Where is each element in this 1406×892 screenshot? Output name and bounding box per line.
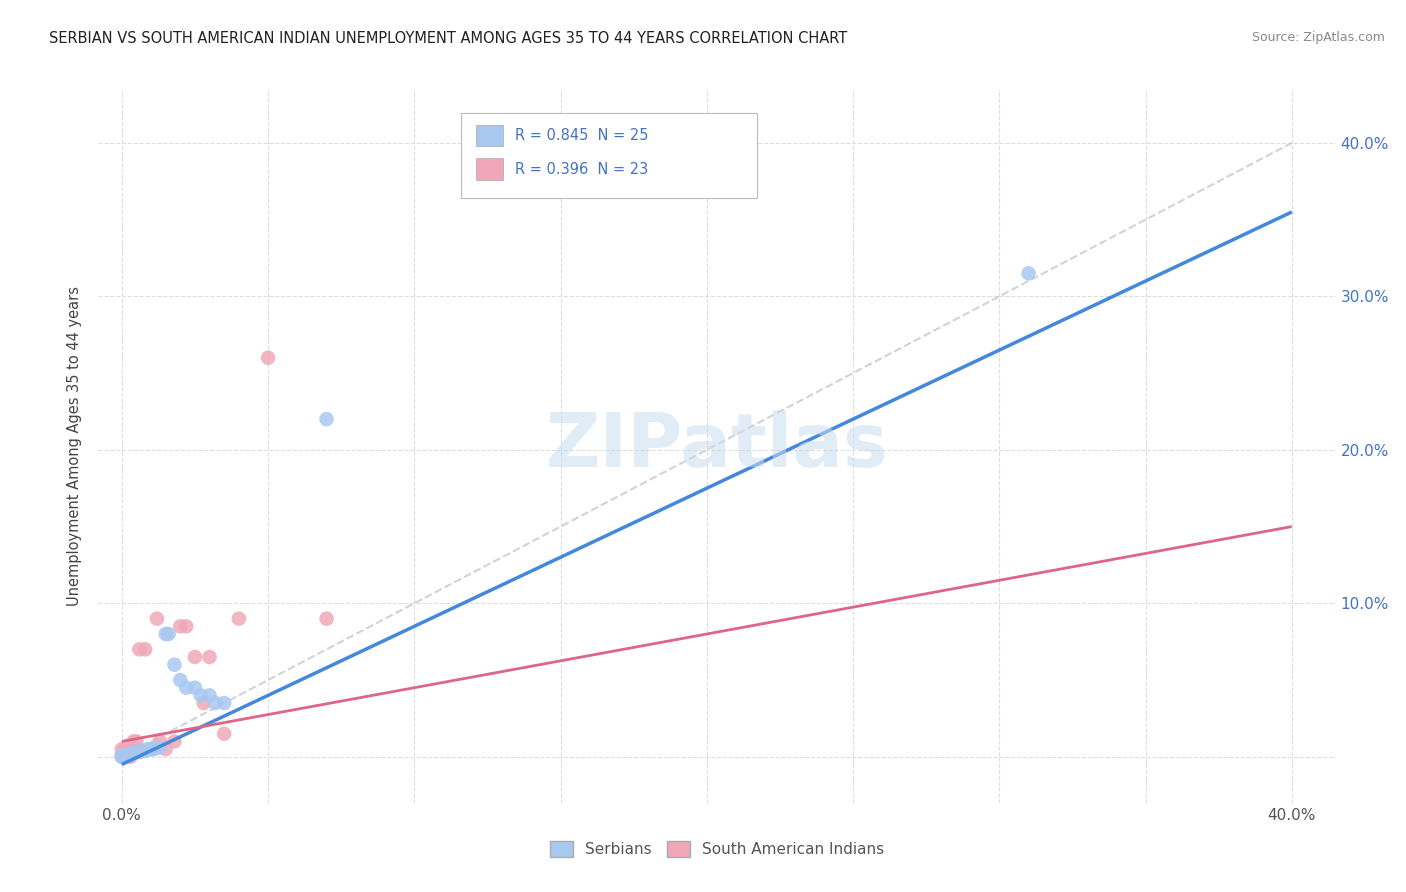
Point [131, 744, 153, 758]
Point [136, 742, 159, 756]
Point [174, 619, 197, 633]
Point [257, 351, 280, 365]
Point [169, 619, 191, 633]
Point [163, 657, 186, 672]
Point [111, 748, 134, 763]
Point [117, 745, 139, 759]
Point [184, 650, 207, 665]
Point [111, 742, 134, 756]
FancyBboxPatch shape [475, 159, 503, 180]
Point [134, 642, 156, 657]
Point [139, 742, 162, 756]
Point [198, 689, 221, 703]
Point [1018, 266, 1040, 280]
Point [184, 681, 207, 695]
Point [125, 745, 148, 759]
Point [117, 748, 139, 763]
Point [122, 747, 145, 761]
Point [198, 650, 221, 665]
Point [193, 696, 215, 710]
Legend: Serbians, South American Indians: Serbians, South American Indians [544, 835, 890, 863]
Point [128, 745, 150, 759]
FancyBboxPatch shape [461, 112, 756, 198]
Text: R = 0.845  N = 25: R = 0.845 N = 25 [516, 128, 650, 143]
Point [143, 742, 166, 756]
Point [212, 727, 235, 741]
Text: R = 0.396  N = 23: R = 0.396 N = 23 [516, 161, 648, 177]
Point [149, 734, 172, 748]
Point [163, 734, 186, 748]
Point [114, 742, 136, 756]
Point [212, 696, 235, 710]
Text: Source: ZipAtlas.com: Source: ZipAtlas.com [1251, 31, 1385, 45]
Point [111, 749, 134, 764]
Point [155, 627, 177, 641]
Text: ZIPatlas: ZIPatlas [546, 409, 889, 483]
Point [228, 612, 250, 626]
Point [169, 673, 191, 687]
Point [149, 740, 172, 755]
Point [134, 744, 156, 758]
Point [174, 681, 197, 695]
Point [120, 747, 142, 761]
Point [111, 749, 134, 764]
Point [128, 642, 150, 657]
Point [204, 696, 226, 710]
Y-axis label: Unemployment Among Ages 35 to 44 years: Unemployment Among Ages 35 to 44 years [67, 286, 83, 606]
Point [120, 749, 142, 764]
Point [155, 742, 177, 756]
Point [122, 734, 145, 748]
Point [125, 734, 148, 748]
Point [315, 612, 337, 626]
Text: SERBIAN VS SOUTH AMERICAN INDIAN UNEMPLOYMENT AMONG AGES 35 TO 44 YEARS CORRELAT: SERBIAN VS SOUTH AMERICAN INDIAN UNEMPLO… [49, 31, 848, 46]
Point [315, 412, 337, 426]
FancyBboxPatch shape [475, 125, 503, 146]
Point [190, 689, 212, 703]
Point [146, 612, 169, 626]
Point [139, 742, 162, 756]
Point [157, 627, 180, 641]
